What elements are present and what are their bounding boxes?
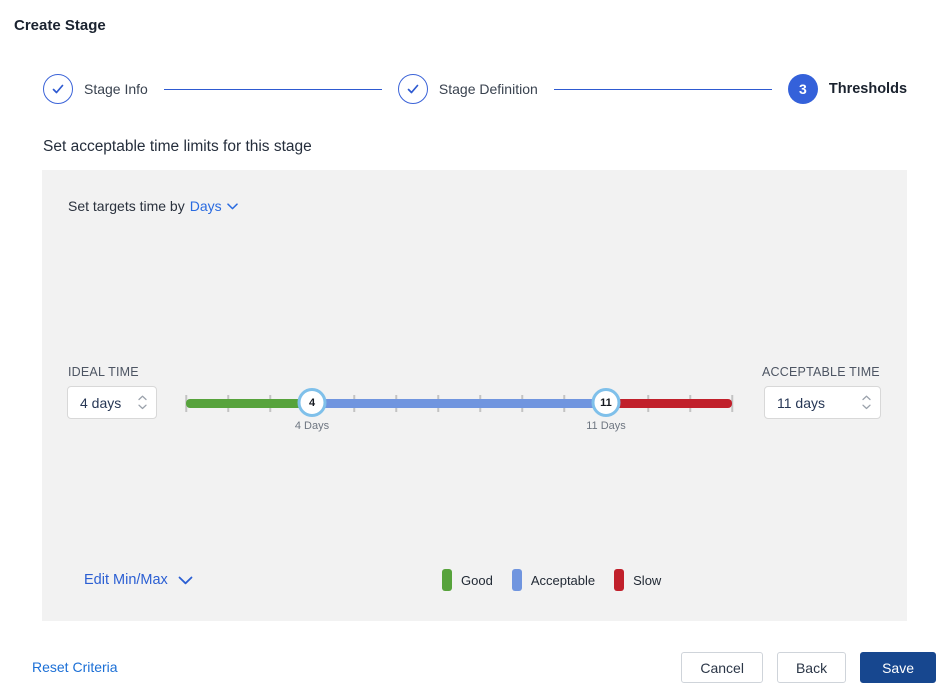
ideal-time-input-box — [67, 386, 157, 419]
legend-item-acceptable: Acceptable — [511, 569, 596, 591]
acceptable-handle-value: 11 — [600, 396, 612, 409]
acceptable-time-handle[interactable]: 11 — [591, 388, 621, 417]
spinner-down-button[interactable] — [862, 404, 871, 410]
step-stage-info[interactable]: Stage Info — [43, 74, 148, 104]
ideal-time-label: IDEAL TIME — [68, 365, 139, 379]
slider-tick — [731, 395, 733, 412]
legend-label: Acceptable — [530, 572, 596, 588]
good-swatch-icon — [442, 569, 452, 591]
slow-swatch-icon — [614, 569, 625, 591]
slider-segment-acceptable — [312, 398, 606, 408]
legend-label: Good — [461, 572, 493, 588]
ideal-handle-caption: 4 Days — [294, 420, 330, 432]
spinner-up-button[interactable] — [862, 395, 871, 401]
thresholds-panel: Set targets time by Days IDEAL TIME — [42, 170, 907, 621]
ideal-time-handle[interactable]: 4 — [297, 388, 327, 417]
step-label: Stage Definition — [438, 81, 538, 97]
set-targets-row: Set targets time by Days — [68, 198, 238, 214]
ideal-time-stepper — [138, 395, 156, 410]
back-button[interactable]: Back — [776, 652, 847, 683]
chevron-down-icon — [226, 202, 238, 210]
slider-segment-slow — [606, 398, 732, 408]
check-circle-icon — [43, 74, 73, 104]
section-heading: Set acceptable time limits for this stag… — [43, 138, 312, 155]
edit-minmax-link[interactable]: Edit Min/Max — [84, 572, 193, 588]
check-circle-icon — [397, 74, 428, 104]
legend-item-slow: Slow — [614, 569, 661, 591]
unit-dropdown[interactable]: Days — [190, 198, 238, 214]
chevron-down-icon — [178, 576, 193, 585]
step-label: Stage Info — [84, 81, 148, 97]
acceptable-time-stepper — [862, 395, 880, 410]
step-thresholds[interactable]: 3 Thresholds — [787, 74, 908, 104]
spinner-up-button[interactable] — [138, 395, 147, 401]
acceptable-swatch-icon — [511, 569, 522, 591]
legend-item-good: Good — [442, 569, 493, 591]
set-targets-label: Set targets time by — [68, 198, 185, 214]
stepper-connector — [163, 88, 382, 90]
slider-segment-good — [186, 398, 312, 408]
acceptable-time-input-box — [764, 386, 881, 419]
reset-criteria-link[interactable]: Reset Criteria — [32, 659, 118, 675]
cancel-button[interactable]: Cancel — [681, 652, 763, 683]
spinner-down-button[interactable] — [138, 404, 147, 410]
acceptable-time-input[interactable] — [765, 394, 862, 411]
step-stage-definition[interactable]: Stage Definition — [397, 74, 538, 104]
step-number-badge: 3 — [787, 74, 818, 104]
step-label: Thresholds — [828, 81, 908, 97]
acceptable-time-label: ACCEPTABLE TIME — [762, 365, 880, 379]
stepper-connector — [553, 88, 772, 90]
footer-buttons: Cancel Back Save — [681, 652, 936, 683]
legend-label: Slow — [633, 572, 662, 588]
ideal-handle-value: 4 — [308, 396, 316, 409]
stepper: Stage Info Stage Definition 3 Thresholds — [43, 74, 907, 104]
save-button[interactable]: Save — [860, 652, 936, 683]
page-title: Create Stage — [14, 17, 106, 34]
threshold-slider: 4 11 4 Days 11 Days — [185, 373, 733, 453]
legend: Good Acceptable Slow — [442, 569, 661, 591]
edit-minmax-label: Edit Min/Max — [84, 572, 168, 588]
acceptable-handle-caption: 11 Days — [586, 420, 626, 432]
ideal-time-input[interactable] — [68, 394, 138, 411]
unit-dropdown-value: Days — [189, 198, 222, 214]
